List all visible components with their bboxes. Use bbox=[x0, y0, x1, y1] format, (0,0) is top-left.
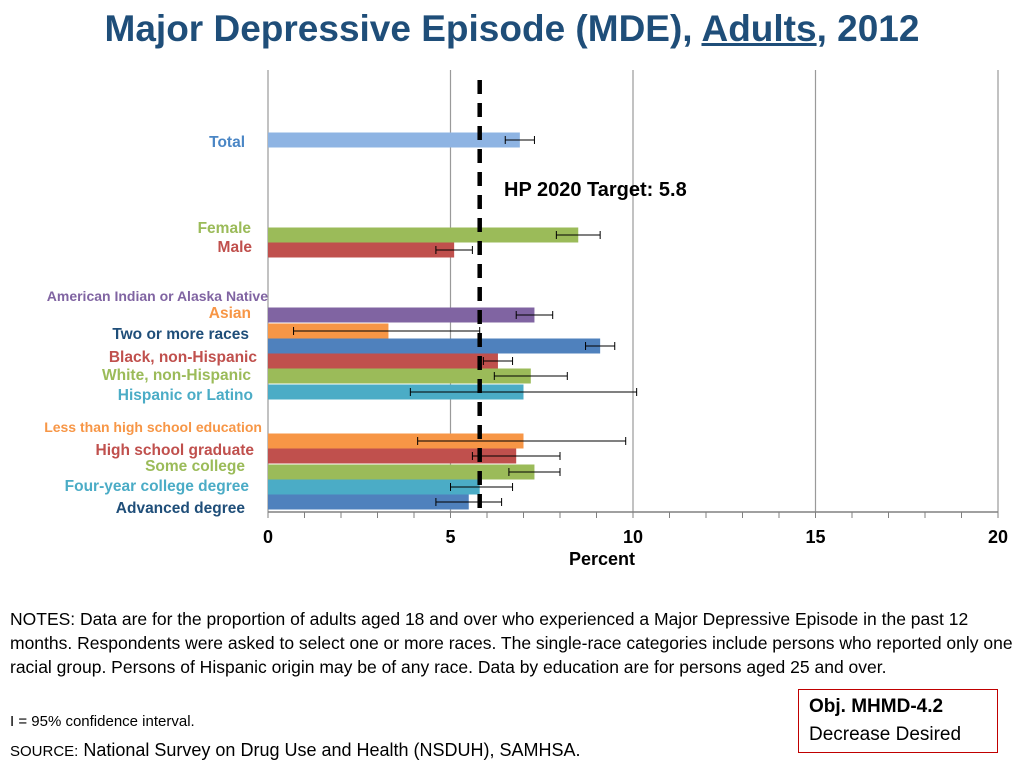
category-labels: Total Female Male American Indian or Alaska… bbox=[44, 134, 268, 517]
bars bbox=[268, 132, 601, 510]
bar bbox=[268, 448, 517, 464]
category-label: Two or more races bbox=[112, 326, 249, 343]
bar bbox=[268, 433, 524, 449]
category-label: Less than high school education bbox=[44, 419, 262, 435]
category-label: Female bbox=[198, 220, 252, 237]
source-line: SOURCE: National Survey on Drug Use and … bbox=[10, 740, 581, 761]
bar bbox=[268, 338, 601, 354]
category-label: White, non-Hispanic bbox=[102, 367, 251, 384]
objective-code: Obj. MHMD-4.2 bbox=[809, 696, 944, 717]
x-tick-label: 0 bbox=[263, 527, 273, 547]
bar bbox=[268, 132, 520, 148]
x-tick-label: 5 bbox=[445, 527, 455, 547]
objective-direction: Decrease Desired bbox=[809, 724, 962, 745]
category-label: Hispanic or Latino bbox=[118, 387, 253, 404]
bar bbox=[268, 368, 531, 384]
title-prefix: Major Depressive Episode (MDE), bbox=[104, 8, 702, 49]
chart-title: Major Depressive Episode (MDE), Adults, … bbox=[0, 8, 1024, 50]
bar bbox=[268, 307, 535, 323]
title-suffix: , 2012 bbox=[816, 8, 920, 49]
x-tick-label: 15 bbox=[805, 527, 825, 547]
x-tick-label: 10 bbox=[623, 527, 643, 547]
target-line: HP 2020 Target: 5.8 bbox=[477, 80, 687, 512]
target-label: HP 2020 Target: 5.8 bbox=[504, 179, 687, 201]
bar-chart: HP 2020 Target: 5.8 0 5 10 15 20 Percent Tota… bbox=[44, 70, 1008, 569]
category-label: Total bbox=[209, 134, 245, 151]
bar bbox=[268, 353, 498, 369]
title-underlined: Adults bbox=[701, 8, 817, 49]
x-axis-title: Percent bbox=[569, 549, 635, 569]
category-label: High school graduate bbox=[96, 442, 255, 459]
bar bbox=[268, 479, 480, 495]
category-label: Asian bbox=[209, 305, 251, 322]
x-axis: 0 5 10 15 20 Percent bbox=[263, 511, 1008, 569]
error-bars bbox=[293, 136, 638, 506]
source-label: SOURCE: bbox=[10, 743, 79, 760]
category-label: Some college bbox=[145, 458, 245, 475]
x-tick-label: 20 bbox=[988, 527, 1008, 547]
category-label: American Indian or Alaska Native bbox=[47, 288, 268, 304]
source-text: National Survey on Drug Use and Health (… bbox=[83, 740, 581, 760]
bar bbox=[268, 384, 524, 400]
confidence-interval-note: I = 95% confidence interval. bbox=[10, 713, 195, 730]
objective-box: Obj. MHMD-4.2 Decrease Desired bbox=[798, 689, 998, 753]
category-label: Advanced degree bbox=[116, 500, 246, 517]
notes-text: NOTES: Data are for the proportion of ad… bbox=[10, 609, 1013, 677]
category-label: Four-year college degree bbox=[65, 478, 250, 495]
category-label: Male bbox=[218, 239, 253, 256]
bar bbox=[268, 494, 469, 510]
bar bbox=[268, 227, 579, 243]
bar bbox=[268, 242, 455, 258]
category-label: Black, non-Hispanic bbox=[109, 349, 258, 366]
bar bbox=[268, 464, 535, 480]
